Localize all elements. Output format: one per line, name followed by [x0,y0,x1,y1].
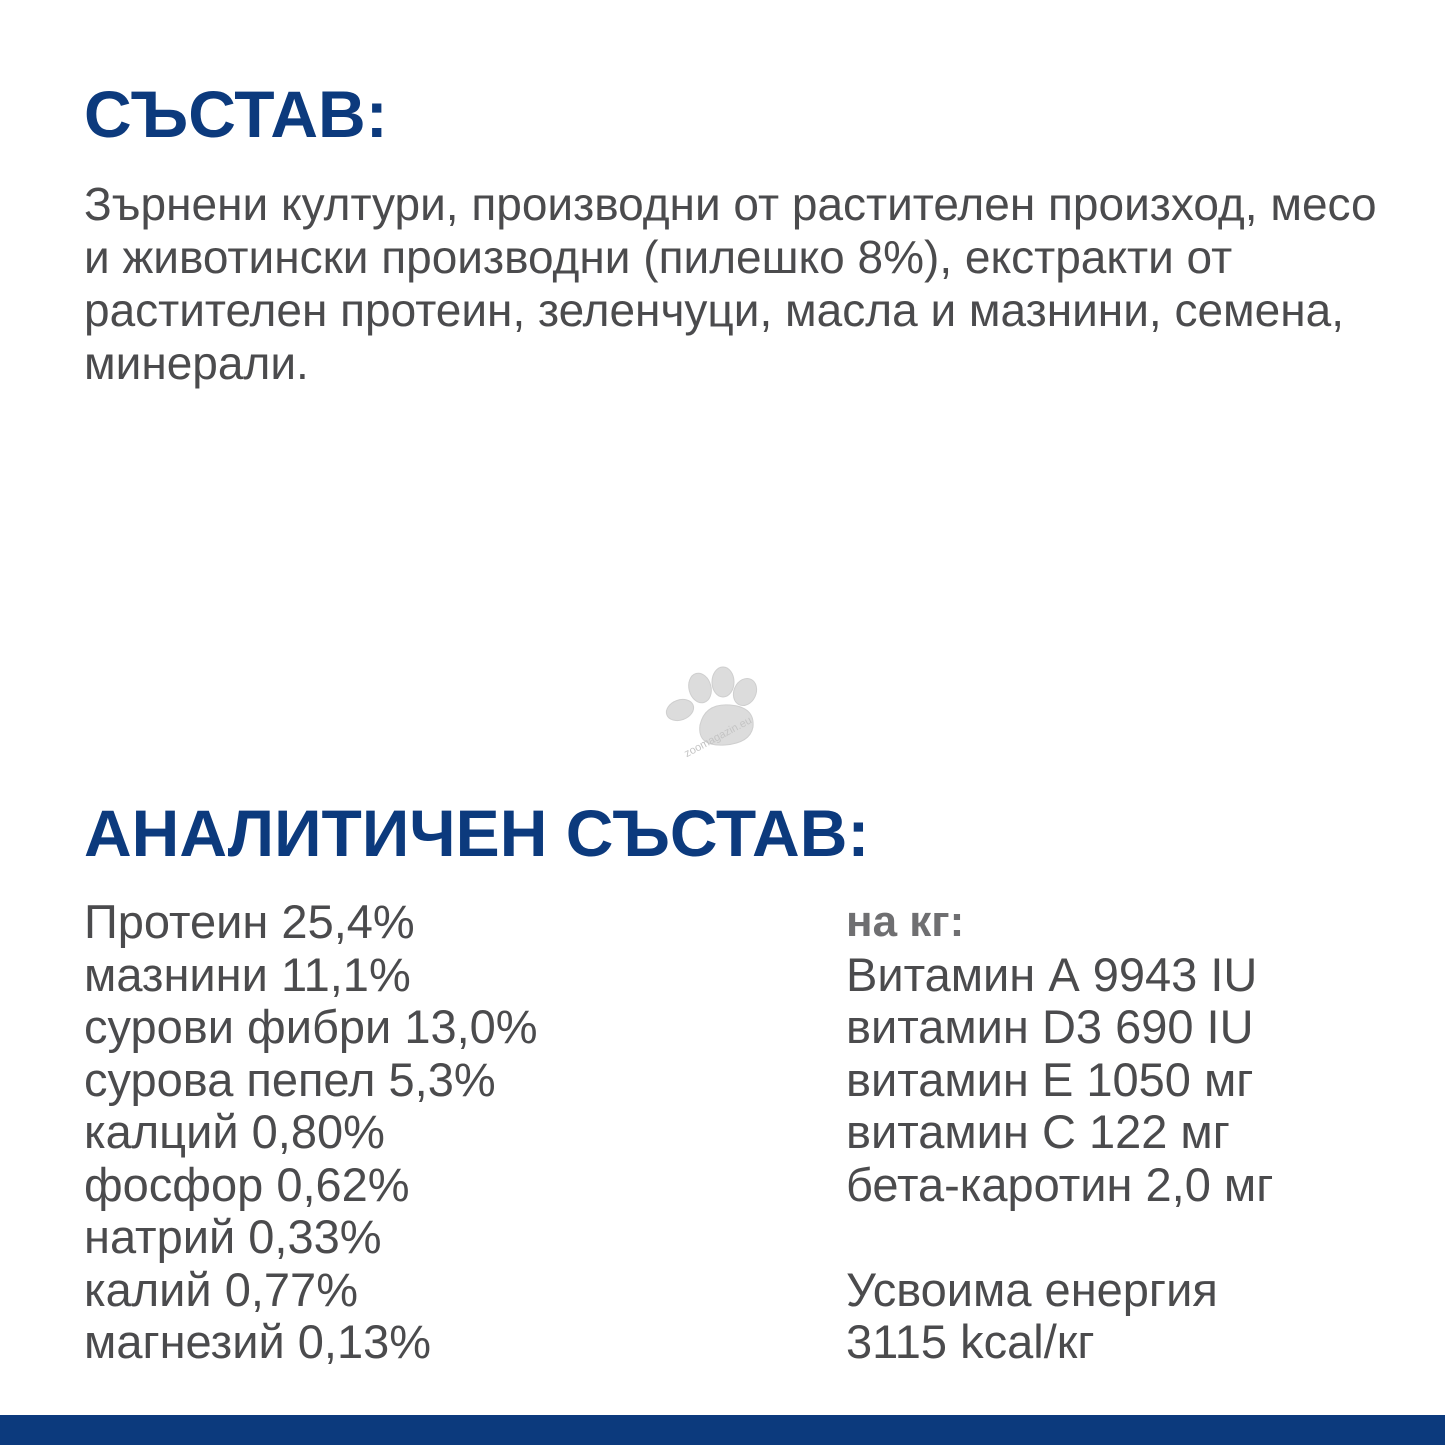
list-item: бета-каротин 2,0 мг [846,1157,1274,1211]
list-item: калий 0,77% [84,1262,358,1316]
per-kg-heading: на кг: [846,897,965,946]
list-item: сурови фибри 13,0% [84,1000,538,1053]
list-item: сурова пепел 5,3% [84,1052,496,1106]
energy-value: 3115 kcal/кг [846,1315,1095,1368]
list-item: Витамин А 9943 IU [846,947,1258,1001]
list-item: калций 0,80% [84,1105,385,1158]
energy-label: Усвоима енергия [846,1262,1218,1316]
list-item: витамин Е 1050 мг [846,1052,1254,1106]
composition-title: СЪСТАВ: [84,77,388,151]
list-item: натрий 0,33% [84,1210,382,1263]
list-item: Протеин 25,4% [84,895,415,948]
list-item: магнезий 0,13% [84,1315,432,1368]
paw-icon [655,655,795,775]
analytical-title: АНАЛИТИЧЕН СЪСТАВ: [84,796,870,870]
analytical-left-list: Протеин 25,4% мазнини 11,1% сурови фибри… [84,895,538,1369]
list-item: мазнини 11,1% [84,947,411,1001]
list-item: витамин D3 690 IU [846,1000,1254,1053]
list-item: фосфор 0,62% [84,1157,410,1211]
analytical-right-list: на кг: Витамин А 9943 IU витамин D3 690 … [846,896,1273,1369]
composition-text: Зърнени култури, производни от растителе… [84,178,1377,389]
list-item: витамин С 122 мг [846,1105,1230,1158]
footer-bar [0,1415,1445,1445]
